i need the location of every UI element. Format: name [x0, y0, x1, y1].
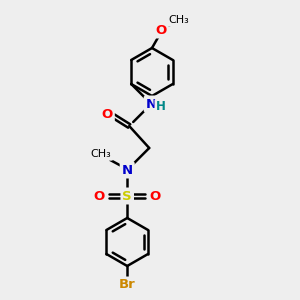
Text: O: O: [102, 107, 113, 121]
Text: N: N: [122, 164, 133, 176]
Text: S: S: [122, 190, 132, 202]
Text: H: H: [156, 100, 166, 113]
Text: O: O: [155, 23, 167, 37]
Text: Br: Br: [119, 278, 136, 292]
Text: O: O: [150, 190, 161, 202]
Text: CH₃: CH₃: [169, 15, 189, 25]
Text: CH₃: CH₃: [91, 149, 112, 159]
Text: O: O: [94, 190, 105, 202]
Text: N: N: [146, 98, 157, 110]
